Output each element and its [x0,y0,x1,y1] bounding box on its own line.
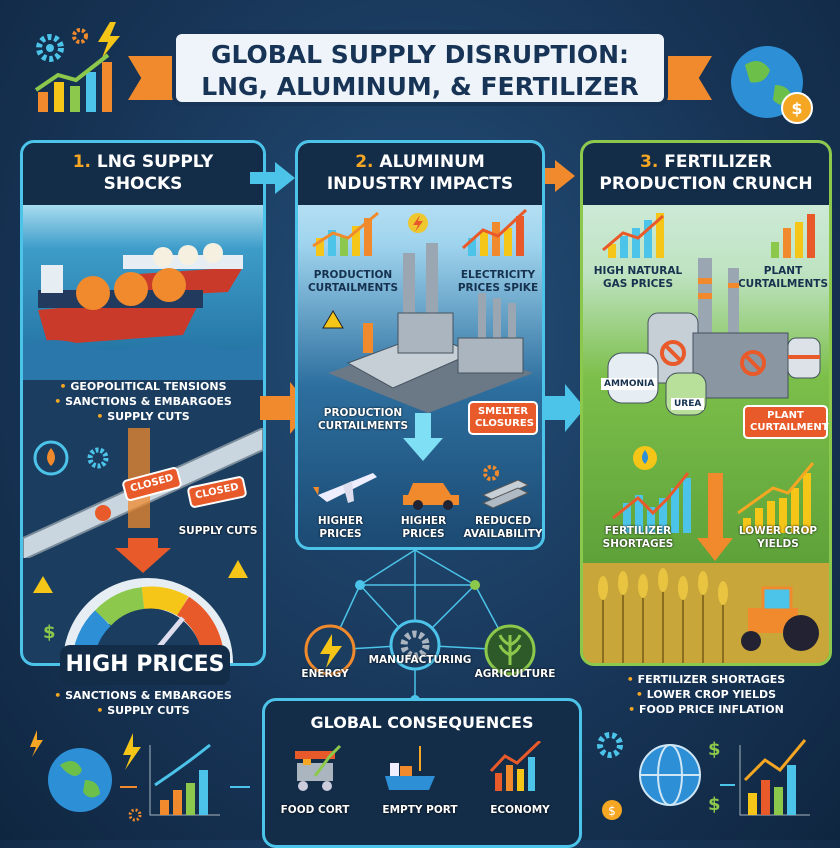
growth-chart-icon [34,22,120,112]
svg-text:$: $ [708,794,721,815]
smelter-closures-tag: SMELTER CLOSURES [468,401,538,435]
network-node-label: AGRICULTURE [474,668,556,680]
impact-icons [313,465,530,510]
panel-header: 2. ALUMINUM INDUSTRY IMPACTS [298,143,542,205]
manufacturing-node-icon [389,619,441,671]
lng-bullets: GEOPOLITICAL TENSIONSSANCTIONS & EMBARGO… [23,379,263,424]
panel-header: 1. LNG SUPPLY SHOCKS [23,143,263,205]
arrow-right-icon [250,162,295,194]
chart-caption: FERTILIZER SHORTAGES [602,525,674,550]
sector-network-diagram [304,550,536,705]
wheat-field-tractor-icon [583,563,829,663]
lng-tanker-icon [23,243,263,380]
ammonia-label: AMMONIA [601,378,658,390]
svg-text:$: $ [708,739,721,760]
page-title: GLOBAL SUPPLY DISRUPTION: LNG, ALUMINUM,… [172,30,668,106]
globe-finance-icon: $ $ $ [597,732,810,820]
gas-price-charts-icon [602,213,815,258]
chart-caption: LOWER CROP YIELDS [738,525,818,550]
title-line-2: LNG, ALUMINUM, & FERTILIZER [201,72,639,101]
rising-chart-icon [489,741,542,791]
plant-curtailments-tag: PLANT CURTAILMENTS [743,405,829,439]
factory-label: PRODUCTION CURTAILMENTS [317,407,409,432]
consequence-label: ECONOMY [490,804,550,816]
effect-label: REDUCED AVAILABILITY [463,515,543,540]
arrow-down-icon [403,413,443,461]
effect-label: HIGHER PRICES [317,515,364,540]
title-line-1: GLOBAL SUPPLY DISRUPTION: [210,40,630,69]
food-cart-icon [295,744,342,791]
chart-caption: ELECTRICITY PRICES SPIKE [457,269,539,294]
svg-text:$: $ [608,804,616,818]
energy-node-icon [304,624,356,676]
panel-aluminum-impacts: 2. ALUMINUM INDUSTRY IMPACTS PRODUCTION C… [295,140,545,550]
consequences-title: GLOBAL CONSEQUENCES [310,713,534,732]
globe-dollar-icon: $ [731,46,813,124]
network-node-label: ENERGY [301,668,349,680]
chart-caption: HIGH NATURAL GAS PRICES [593,265,683,290]
agriculture-node-icon [484,624,536,676]
supply-cuts-label: SUPPLY CUTS [178,525,258,537]
svg-text:$: $ [43,622,56,643]
aluminum-smelter-icon [322,243,533,413]
consequence-label: EMPTY PORT [382,804,458,816]
high-prices-label: HIGH PRICES [60,645,230,685]
globe-growth-icon [30,730,250,822]
sea-scene [23,205,263,380]
panel-fertilizer-crunch: 3. FERTILIZER PRODUCTION CRUNCH HIGH NATU… [580,140,832,666]
ship-icon [385,746,435,790]
fertilizer-plant-icon [607,258,821,416]
airplane-icon [313,473,377,503]
aluminum-bars-icon [481,465,530,509]
consequence-icons [295,741,542,791]
urea-label: UREA [671,398,705,410]
production-charts-icon [312,208,528,256]
chart-caption: PRODUCTION CURTAILMENTS [307,269,399,294]
network-node-label: MANUFACTURING [368,654,472,666]
svg-text:$: $ [791,99,802,118]
arrow-right-icon [540,384,585,432]
global-consequences-box: GLOBAL CONSEQUENCES FOOD CORT EMPTY PORT… [262,698,582,848]
shortage-yield-charts-icon [612,446,815,561]
chart-caption: PLANT CURTAILMENTS [737,265,829,290]
car-icon [403,483,459,510]
consequence-label: FOOD CORT [280,804,350,816]
panel-header: 3. FERTILIZER PRODUCTION CRUNCH [583,143,829,205]
lng-footer-bullets: SANCTIONS & EMBARGOESSUPPLY CUTS [20,688,266,718]
effect-label: HIGHER PRICES [400,515,447,540]
